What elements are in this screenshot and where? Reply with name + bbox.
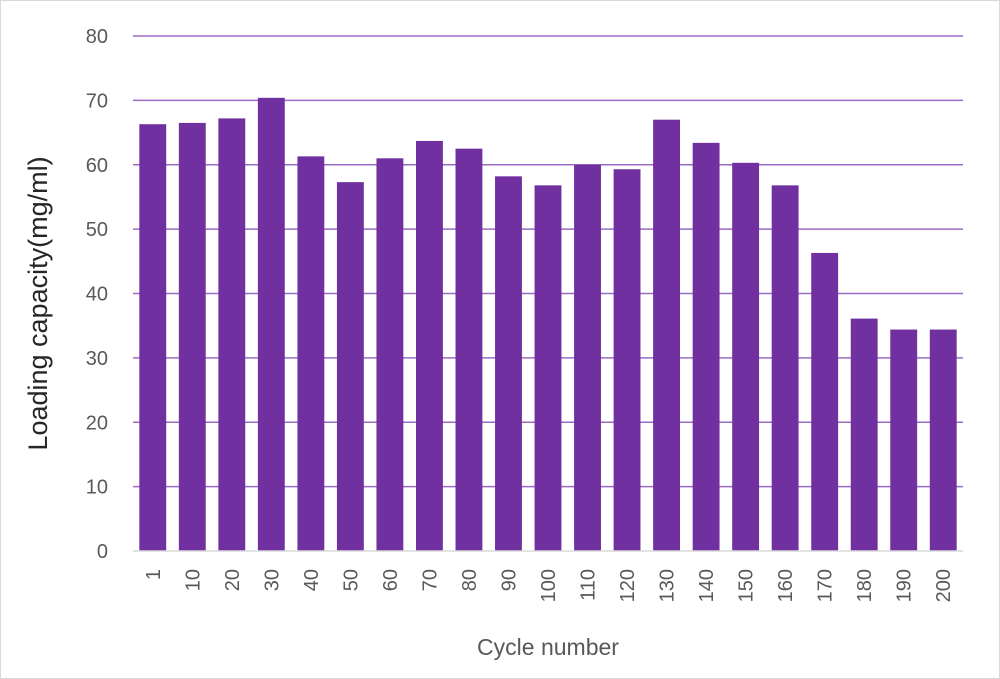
x-tick-label: 110 bbox=[578, 569, 600, 601]
bar-20 bbox=[218, 118, 246, 552]
x-tick-label: 90 bbox=[498, 569, 520, 591]
bar-40 bbox=[297, 156, 325, 551]
bar-170 bbox=[811, 252, 839, 551]
x-tick-label: 20 bbox=[222, 569, 244, 591]
bar-110 bbox=[574, 164, 601, 551]
x-tick-label: 80 bbox=[459, 569, 481, 591]
x-tick-label: 60 bbox=[380, 569, 402, 591]
x-tick-label: 1 bbox=[143, 569, 165, 580]
y-tick-label: 80 bbox=[86, 26, 108, 48]
bar-130 bbox=[653, 119, 681, 551]
bar-80 bbox=[455, 148, 483, 551]
bar-100 bbox=[534, 185, 562, 551]
bar-180 bbox=[850, 318, 878, 551]
bar-160 bbox=[771, 185, 799, 551]
x-tick-label: 190 bbox=[894, 569, 916, 602]
x-tick-label: 200 bbox=[933, 569, 955, 602]
y-axis-title: Loading capacity(mg/ml) bbox=[23, 156, 53, 450]
bar-120 bbox=[613, 169, 641, 551]
x-tick-label: 50 bbox=[340, 569, 362, 591]
bar-10 bbox=[178, 122, 206, 551]
y-tick-label: 20 bbox=[86, 412, 108, 434]
y-tick-label: 50 bbox=[86, 219, 108, 241]
y-tick-label: 70 bbox=[86, 90, 108, 112]
bar-60 bbox=[376, 158, 404, 551]
bar-90 bbox=[495, 176, 522, 551]
bar-140 bbox=[692, 142, 720, 552]
x-tick-label: 100 bbox=[538, 569, 560, 602]
bar-190 bbox=[890, 329, 918, 551]
x-tick-label: 120 bbox=[617, 569, 639, 602]
x-tick-label: 40 bbox=[301, 569, 323, 591]
bar-50 bbox=[336, 182, 364, 551]
x-tick-labels: 1 10 20 30 40 50 60 70 80 90 100 110 120 130 140 150 160… bbox=[143, 569, 955, 602]
bar-150 bbox=[732, 162, 760, 551]
x-tick-label: 140 bbox=[696, 569, 718, 602]
x-tick-label: 70 bbox=[419, 569, 441, 591]
x-tick-label: 180 bbox=[854, 569, 876, 602]
bar-200 bbox=[929, 329, 957, 551]
bar-30 bbox=[257, 97, 285, 552]
x-tick-label: 30 bbox=[261, 569, 283, 591]
bars bbox=[139, 97, 957, 552]
y-tick-label: 30 bbox=[86, 348, 108, 370]
x-tick-label: 170 bbox=[815, 569, 837, 602]
y-tick-label: 0 bbox=[97, 541, 108, 563]
bar-1 bbox=[139, 124, 167, 551]
x-axis-title: Cycle number bbox=[477, 634, 619, 660]
x-tick-label: 160 bbox=[775, 569, 797, 602]
y-tick-label: 10 bbox=[86, 477, 108, 499]
y-tick-labels: 0 10 20 30 40 50 60 70 80 bbox=[86, 26, 108, 563]
y-tick-label: 60 bbox=[86, 155, 108, 177]
x-tick-label: 130 bbox=[657, 569, 679, 602]
bar-70 bbox=[415, 140, 443, 551]
x-tick-label: 150 bbox=[736, 569, 758, 602]
y-tick-label: 40 bbox=[86, 284, 108, 306]
x-tick-label: 10 bbox=[182, 569, 204, 591]
